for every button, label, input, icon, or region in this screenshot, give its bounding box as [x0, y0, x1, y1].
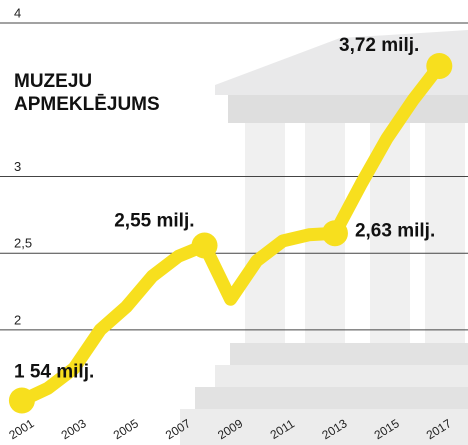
data-label: 2,63 milj.	[355, 220, 435, 241]
x-tick-label: 2001	[6, 416, 36, 442]
x-tick-label: 2005	[111, 416, 141, 442]
chart-title: MUZEJU APMEKLĒJUMS	[14, 71, 160, 115]
temple-illustration	[180, 30, 468, 445]
y-tick-label: 2,5	[14, 236, 32, 251]
data-label: 2,55 milj.	[114, 211, 194, 232]
data-point	[426, 52, 453, 79]
data-point	[191, 232, 218, 259]
data-label: 3,72 milj.	[339, 35, 419, 56]
data-point	[8, 387, 35, 414]
data-label: 1 54 milj.	[14, 362, 94, 383]
y-tick-label: 3	[14, 159, 21, 174]
data-point	[321, 220, 348, 247]
data-line	[15, 59, 446, 407]
y-tick-label: 2	[14, 312, 21, 327]
y-tick-label: 4	[14, 5, 21, 20]
x-tick-label: 2003	[59, 416, 89, 442]
